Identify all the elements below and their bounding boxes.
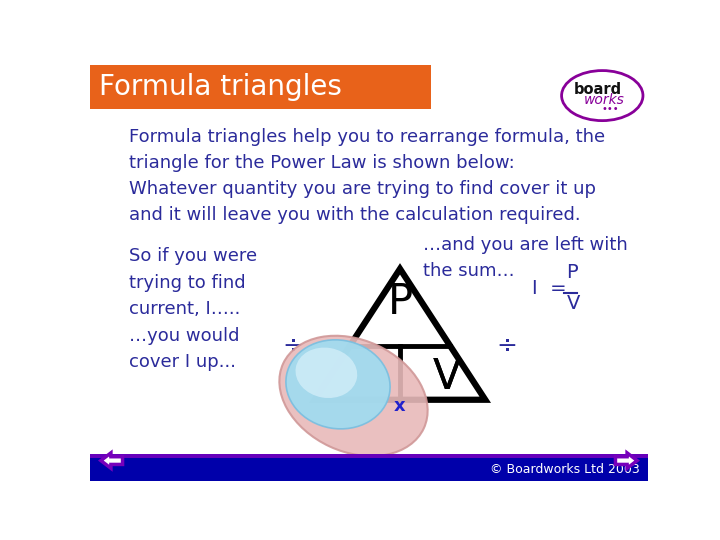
Text: P: P [567, 263, 578, 282]
Text: © Boardworks Ltd 2003: © Boardworks Ltd 2003 [490, 463, 640, 476]
Text: I  =: I = [532, 279, 567, 298]
Text: P: P [387, 281, 413, 323]
Ellipse shape [279, 336, 428, 456]
Text: V: V [432, 356, 461, 397]
Text: …and you are left with
the sum…: …and you are left with the sum… [423, 236, 628, 280]
Text: works: works [583, 93, 624, 107]
Text: V: V [567, 294, 580, 313]
Text: ÷: ÷ [283, 334, 304, 358]
Text: ÷: ÷ [497, 334, 518, 358]
Text: •••: ••• [602, 104, 620, 114]
Text: Whatever quantity you are trying to find cover it up
and it will leave you with : Whatever quantity you are trying to find… [129, 180, 595, 224]
Text: board: board [574, 82, 621, 97]
Text: V: V [432, 356, 461, 397]
Bar [90, 458, 648, 481]
Ellipse shape [286, 340, 390, 429]
Text: x: x [394, 397, 406, 415]
Polygon shape [315, 269, 485, 400]
Text: Formula triangles help you to rearrange formula, the
triangle for the Power Law : Formula triangles help you to rearrange … [129, 128, 605, 172]
Ellipse shape [295, 348, 357, 398]
Text: …you would
cover I up...: …you would cover I up... [129, 327, 239, 371]
Polygon shape [101, 453, 122, 468]
Text: Formula triangles: Formula triangles [99, 73, 342, 101]
Text: So if you were
trying to find
current, I…..: So if you were trying to find current, I… [129, 247, 257, 318]
Bar [90, 65, 431, 110]
Bar [90, 454, 648, 458]
Polygon shape [616, 453, 637, 468]
